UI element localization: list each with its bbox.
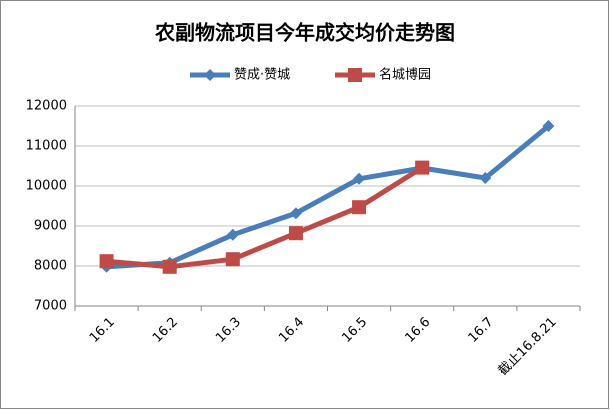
marker (288, 226, 303, 241)
y-tick-label: 11000 (26, 139, 67, 154)
y-tick-label: 8000 (34, 259, 67, 274)
y-tick-label: 10000 (26, 179, 67, 194)
marker (289, 207, 302, 220)
marker (99, 254, 114, 269)
marker (415, 160, 430, 175)
legend-label: 名城博园 (379, 67, 431, 83)
y-tick-label: 9000 (34, 219, 67, 234)
marker (542, 120, 555, 132)
series-line (106, 165, 424, 270)
legend-label: 赞成·赞城 (234, 68, 290, 83)
marker (162, 259, 177, 274)
y-tick-label: 12000 (26, 99, 67, 114)
marker (352, 200, 367, 215)
marker (479, 172, 492, 184)
chart-title: 农副物流项目今年成交均价走势图 (154, 21, 455, 45)
marker (353, 172, 366, 185)
series-line (106, 124, 551, 270)
legend-marker (348, 68, 362, 82)
marker (226, 228, 239, 241)
legend-marker (204, 69, 216, 81)
y-tick-label: 7000 (34, 299, 67, 314)
marker (225, 252, 240, 267)
